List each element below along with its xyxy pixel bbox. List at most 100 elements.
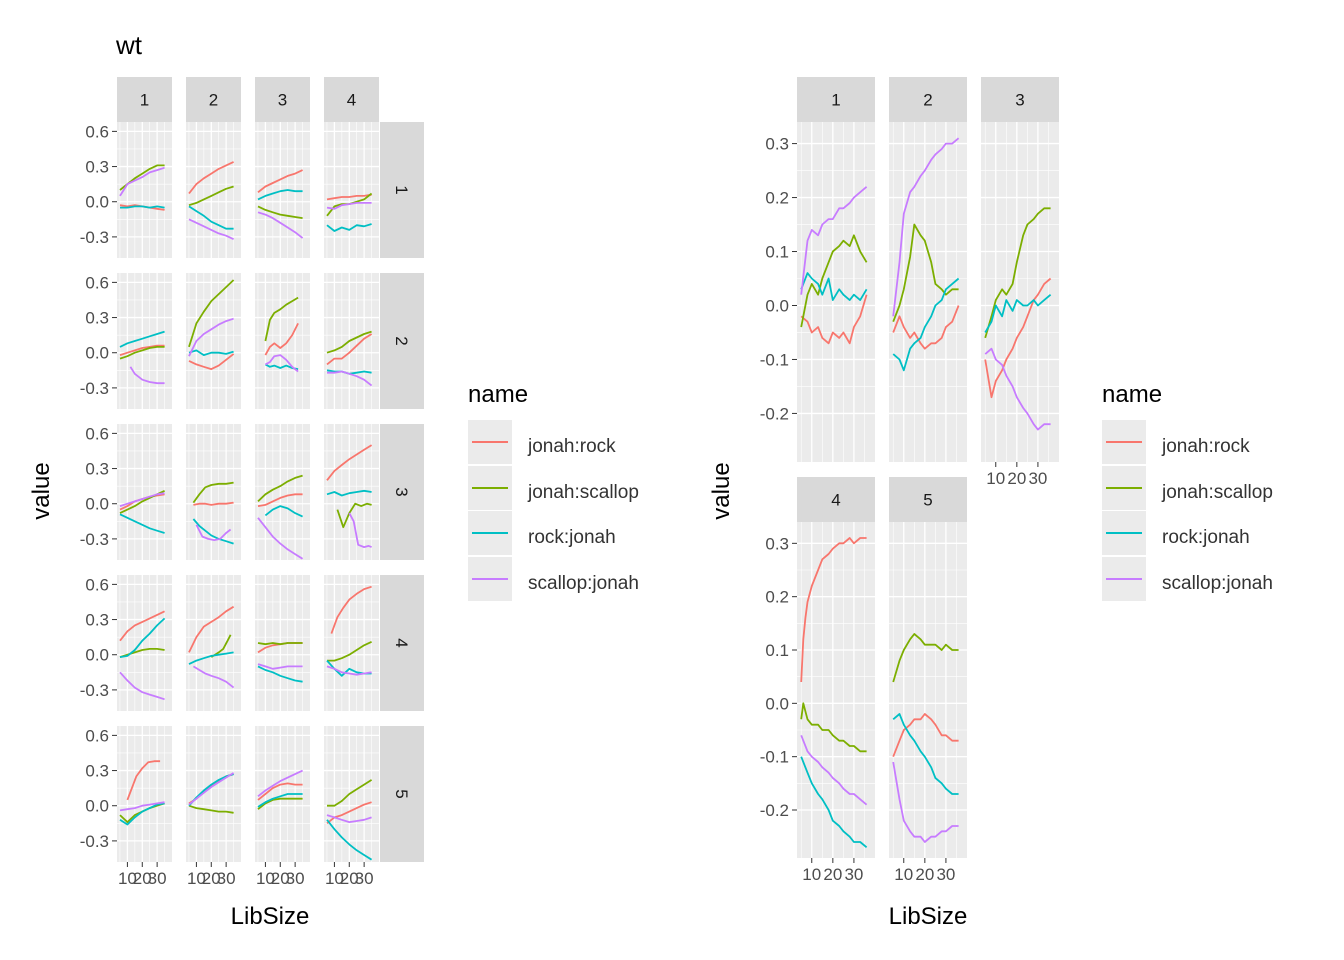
left-panel-r2-c1-y-tick-label: 0.0 [85,344,109,363]
left-panel-r4-c2-line-jonah-scallop [210,634,232,658]
right-panel-5-background [889,522,967,858]
right-panel-1-y-tick-label: -0.1 [760,350,789,369]
right-panel-3-x-tick-label: 10 [986,469,1005,488]
left-panel-r2-c1-y-tick-label: 0.3 [85,309,109,328]
right-panel-3-x-tick-label: 20 [1007,469,1026,488]
right-panel-3-x-tick-label: 30 [1028,469,1047,488]
left-panel-r5-c1-x-tick-label: 30 [148,869,167,888]
right-panel-2-line-rock-jonah [892,277,960,372]
right-strip-3-label: 3 [1015,91,1024,110]
left-panel-r5-c3-x-tick-label: 10 [256,869,275,888]
left-panel-r3-c4-line-jonah-scallop [336,502,372,529]
left-panel-r5-c4-line-scallop-jonah [326,814,372,823]
right-y-axis-title: value [708,462,735,519]
left-panel-r4-c1-line-rock-jonah [119,617,166,658]
left-panel-r5-c4-x-tick-label: 30 [355,869,374,888]
left-panel-r3-c3-background [255,424,310,560]
left-panel-r5-c2-background [186,726,241,862]
left-panel-r3-c3-line-jonah-scallop [257,474,303,503]
left-legend-label-3: rock:jonah [528,527,616,548]
left-col-strip-2-background [186,77,241,122]
left-panel-r4-c1-background [117,575,172,711]
left-panel-r3-c2-line-rock-jonah [192,518,234,545]
left-panel-r3-c4-line-rock-jonah [326,489,372,497]
left-col-strip-1-label: 1 [140,91,149,110]
left-panel-r3-c1-y-tick-label: 0.3 [85,460,109,479]
left-panel-r3-c4-line-scallop-jonah [348,512,372,548]
left-y-axis-title: value [28,462,55,519]
right-panel-4-y-tick-label: 0.0 [765,694,789,713]
left-panel-r5-c4-x-tick-label: 20 [340,869,359,888]
left-panel-r4-c1-y-tick-label: 0.6 [85,575,109,594]
left-panel-r5-c1-x-tick-label: 10 [118,869,137,888]
left-panel-r4-c3-line-jonah-scallop [257,642,303,646]
left-panel-r2-c2-line-jonah-rock [188,353,235,370]
right-panel-1-y-tick-label: -0.2 [760,404,789,423]
left-facet-panels: 1 2 3 4 1 2 3 4 5 -0.3 0.0 0.3 0.6 -0.3 0.0 0.3 0.6 -0.3 0… [80,77,424,888]
left-panel-r3-c1-line-scallop-jonah [119,492,165,507]
left-panel-r5-c4-background [324,726,379,862]
left-panel-r5-c1-line-rock-jonah [119,802,165,826]
left-legend: name jonah:rock jonah:scallop rock:jonah… [468,381,639,601]
left-panel-r3-c2-line-jonah-rock [193,501,234,506]
left-panel-r4-c1-line-scallop-jonah [119,671,165,701]
left-panel-r2-c1-line-jonah-scallop [119,346,165,360]
left-panel-r2-c2-line-jonah-scallop [188,279,235,348]
right-panel-2-line-jonah-scallop [892,223,959,323]
left-panel-r5-c2-line-rock-jonah [188,773,234,807]
right-panel-1-y-tick-label: 0.3 [765,135,789,154]
left-row-strip-4-label: 4 [392,638,411,647]
left-panel-r4-c2-line-rock-jonah [188,651,234,665]
left-panel-r1-c1-y-tick-label: 0.3 [85,158,109,177]
right-panel-5-line-rock-jonah [892,713,959,795]
left-panel-r1-c2-line-scallop-jonah [188,218,234,241]
left-panel-r2-c4-line-jonah-rock [326,333,373,366]
right-panel-3-line-scallop-jonah [984,347,1051,431]
right-panel-1-y-tick-label: 0.0 [765,296,789,315]
left-panel-r4-c4-line-scallop-jonah [326,665,372,676]
left-panel-r5-c3-line-jonah-scallop [257,797,303,810]
left-panel-r3-c3-line-scallop-jonah [257,517,304,560]
left-panel-r2-c4-line-scallop-jonah [327,370,373,387]
right-panel-5-line-jonah-rock [892,713,959,758]
left-panel-r1-c4-line-rock-jonah [326,223,372,232]
left-panel-r5-c1-y-tick-label: 0.0 [85,797,109,816]
right-panel-1-line-rock-jonah [800,272,868,301]
right-panel-4-background [797,522,875,858]
right-panel-1-line-scallop-jonah [800,186,868,295]
right-panel-4-line-jonah-rock [800,537,867,683]
right-panel-4-y-tick-label: 0.3 [765,534,789,553]
left-panel-r2-c3-line-scallop-jonah [264,354,299,373]
left-row-strip-3-label: 3 [392,487,411,496]
left-panel-r2-c3-line-jonah-scallop [264,296,299,342]
right-panel-3-line-jonah-scallop [984,207,1051,339]
left-panel-r5-c2-x-tick-label: 30 [217,869,236,888]
left-panel-r1-c3-line-jonah-scallop [257,205,303,219]
right-legend-keys [1102,420,1146,601]
left-chart-title: wt [115,30,143,60]
left-legend-label-2: jonah:scallop [527,482,639,503]
left-panel-r3-c4-line-jonah-rock [326,444,373,481]
right-panel-1-line-jonah-rock [800,294,868,345]
right-strip-1-background [797,77,875,122]
left-x-axis-title: LibSize [231,903,310,930]
left-panel-r2-c1-background [117,273,172,409]
left-panel-r5-c1-y-tick-label: 0.3 [85,762,109,781]
right-legend-label-1: jonah:rock [1161,436,1250,457]
left-panel-r1-c4-line-jonah-rock [326,193,372,201]
left-panel-r5-c4-line-rock-jonah [326,819,373,861]
left-row-strip-1-background [380,122,424,258]
left-panel-r2-c2-background [186,273,241,409]
left-col-strip-4-background [324,77,379,122]
right-facet-panels: 1-0.2-0.10.00.10.20.32 310 20 304-0.2-0.10.… [760,77,1059,884]
left-legend-keys [468,420,512,601]
left-panel-r2-c3-line-rock-jonah [264,363,299,370]
right-panel-1-background [797,122,875,462]
left-col-strip-3-background [255,77,310,122]
left-panel-r1-c1-background [117,122,172,258]
right-panel-3-line-rock-jonah [984,294,1052,333]
left-panel-r2-c4-line-jonah-scallop [326,330,372,354]
left-panel-r1-c3-line-rock-jonah [257,189,303,201]
left-row-strip-5-label: 5 [392,789,411,798]
